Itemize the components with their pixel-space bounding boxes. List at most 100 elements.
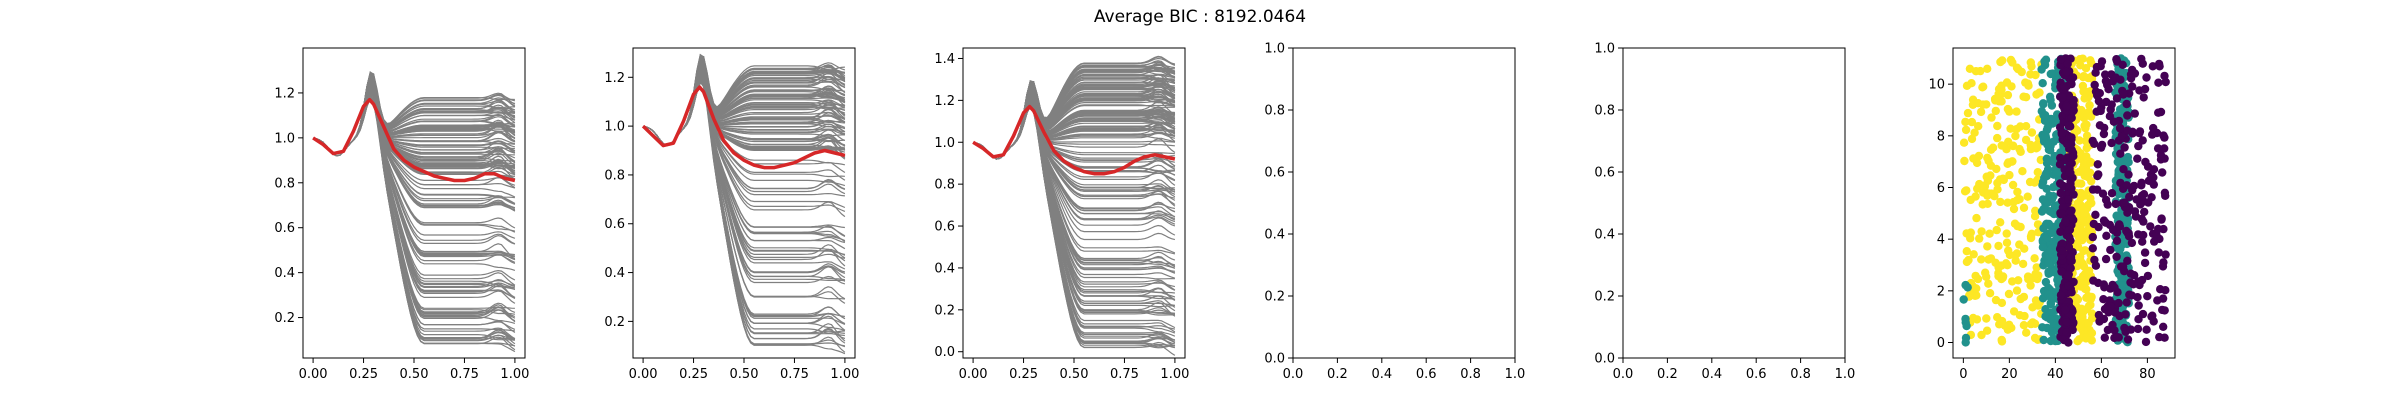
scatter-point — [2061, 216, 2070, 226]
scatter-point — [2004, 289, 2014, 299]
scatter-point — [2087, 328, 2097, 338]
scatter-point — [1963, 108, 1973, 118]
y-tick-label: 0.6 — [274, 221, 295, 236]
scatter-point — [2022, 328, 2031, 337]
scatter-point — [1963, 283, 1972, 292]
scatter-point — [2157, 214, 2166, 223]
scatter-point — [2053, 275, 2062, 285]
scatter-point — [2011, 131, 2020, 141]
scatter-point — [2116, 149, 2125, 158]
scatter-point — [2140, 258, 2150, 268]
scatter-point — [2076, 188, 2085, 198]
scatter-point — [2008, 141, 2018, 150]
panel-2: 0.00 0.25 0.50 0.75 1.00 0.2 0.4 0.6 0.8 1.0 1.2 — [604, 47, 859, 382]
scatter-point — [2119, 90, 2128, 99]
scatter-point — [2159, 258, 2168, 267]
scatter-point — [2112, 94, 2122, 103]
scatter-point — [2112, 236, 2122, 245]
scatter-point — [2067, 288, 2076, 297]
scatter-point — [1983, 153, 1992, 162]
scatter-point — [2039, 335, 2048, 345]
scatter-point — [2005, 320, 2014, 329]
scatter-point — [2058, 93, 2067, 102]
scatter-point — [2130, 109, 2139, 118]
scatter-point — [2112, 252, 2121, 261]
mean-curve — [641, 85, 846, 170]
scatter-point — [2161, 77, 2170, 87]
scatter-point — [1971, 271, 1980, 281]
scatter-point — [2062, 318, 2071, 327]
scatter-point — [2123, 335, 2133, 344]
scatter-point — [2086, 168, 2095, 177]
scatter-point — [2107, 189, 2117, 198]
scatter-point — [2118, 262, 2128, 271]
scatter-point — [2039, 204, 2048, 214]
scatter-point — [2123, 152, 2133, 162]
scatter-point — [2159, 322, 2168, 331]
scatter-point — [1962, 247, 1972, 256]
scatter-point — [2088, 136, 2097, 146]
scatter-point — [2139, 230, 2148, 240]
scatter-point — [2139, 93, 2148, 102]
scatter-point — [2019, 203, 2029, 212]
scatter-point — [2093, 160, 2102, 169]
scatter-point — [2108, 225, 2118, 235]
y-tick-label: 0.8 — [274, 176, 295, 191]
scatter-point — [2099, 216, 2109, 225]
scatter-point — [1961, 117, 1970, 127]
scatter-point — [2098, 189, 2108, 198]
scatter-point — [2056, 55, 2065, 64]
scatter-point — [2135, 86, 2144, 95]
scatter-point — [1996, 218, 2005, 227]
scatter-point — [2002, 229, 2011, 238]
scatter-point — [1972, 291, 1981, 300]
scatter-point — [2137, 191, 2147, 200]
scatter-point — [2067, 113, 2076, 123]
y-tick-label: 2 — [1937, 284, 1945, 299]
scatter-point — [1993, 121, 2002, 131]
scatter-point — [2023, 192, 2032, 201]
x-tick-label: 0.25 — [1009, 367, 1038, 382]
scatter-point — [2149, 123, 2158, 133]
scatter-point — [2035, 88, 2044, 97]
scatter-point — [2057, 246, 2067, 255]
scatter-point — [2003, 104, 2013, 114]
axes-frame — [1292, 47, 1516, 359]
scatter-point — [2103, 80, 2112, 90]
scatter-point — [2118, 60, 2127, 69]
scatter-point — [2019, 92, 2028, 101]
scatter-point — [2034, 301, 2043, 310]
scatter-point — [2142, 73, 2151, 82]
scatter-point — [2154, 78, 2163, 87]
scatter-point — [1966, 195, 1975, 205]
scatter-point — [2062, 328, 2071, 337]
scatter-point — [2095, 121, 2105, 130]
scatter-point — [2149, 180, 2158, 189]
scatter-point — [2047, 101, 2057, 110]
scatter-point — [2064, 226, 2073, 235]
y-tick-label: 1.2 — [604, 71, 625, 86]
scatter-point — [2068, 73, 2078, 82]
scatter-point — [2112, 55, 2121, 64]
scatter-point — [1997, 335, 2006, 345]
scatter-point — [2049, 183, 2058, 192]
scatter-point — [1979, 82, 1988, 91]
scatter-point — [2066, 207, 2076, 216]
panel-4: 0.0 0.2 0.4 0.6 0.8 1.0 0.0 0.2 0.4 0.6 0.8 1.0 — [1264, 42, 1525, 383]
scatter-point — [2026, 281, 2035, 290]
scatter-point — [2129, 181, 2139, 191]
scatter-point — [2003, 90, 2013, 100]
scatter-point — [2005, 250, 2015, 260]
scatter-point — [2020, 311, 2029, 321]
scatter-point — [2133, 154, 2142, 163]
scatter-point — [2062, 67, 2071, 77]
x-tick-label: 0.4 — [1701, 367, 1722, 382]
scatter-point — [2148, 62, 2157, 71]
scatter-point — [2057, 267, 2066, 276]
scatter-point — [1960, 156, 1969, 166]
panel-1: 0.00 0.25 0.50 0.75 1.00 0.2 0.4 0.6 0.8 1.0 1.2 — [274, 47, 529, 382]
scatter-point — [2038, 79, 2047, 88]
scatter-point — [2016, 122, 2025, 131]
scatter-point — [2044, 267, 2053, 277]
scatter-point — [2030, 178, 2039, 187]
